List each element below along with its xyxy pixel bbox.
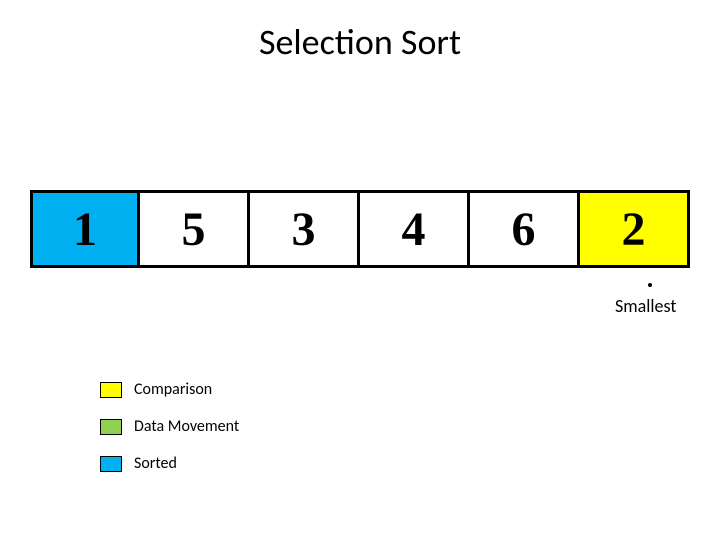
array-cell: 6: [470, 190, 580, 268]
swatch-icon: [100, 456, 122, 472]
array-cell: 5: [140, 190, 250, 268]
array-cell: 3: [250, 190, 360, 268]
page-title: Selection Sort: [0, 20, 720, 64]
legend-label: Data Movement: [134, 417, 239, 436]
legend: Comparison Data Movement Sorted: [100, 380, 239, 491]
legend-item-comparison: Comparison: [100, 380, 239, 399]
legend-item-sorted: Sorted: [100, 454, 239, 473]
array-container: 1 5 3 4 6 2: [30, 190, 690, 268]
smallest-dot: [648, 283, 652, 287]
swatch-icon: [100, 419, 122, 435]
legend-item-data-movement: Data Movement: [100, 417, 239, 436]
array-cell: 2: [580, 190, 690, 268]
smallest-label: Smallest: [615, 295, 676, 317]
array-cell: 1: [30, 190, 140, 268]
legend-label: Sorted: [134, 454, 177, 473]
swatch-icon: [100, 382, 122, 398]
legend-label: Comparison: [134, 380, 212, 399]
array-cell: 4: [360, 190, 470, 268]
